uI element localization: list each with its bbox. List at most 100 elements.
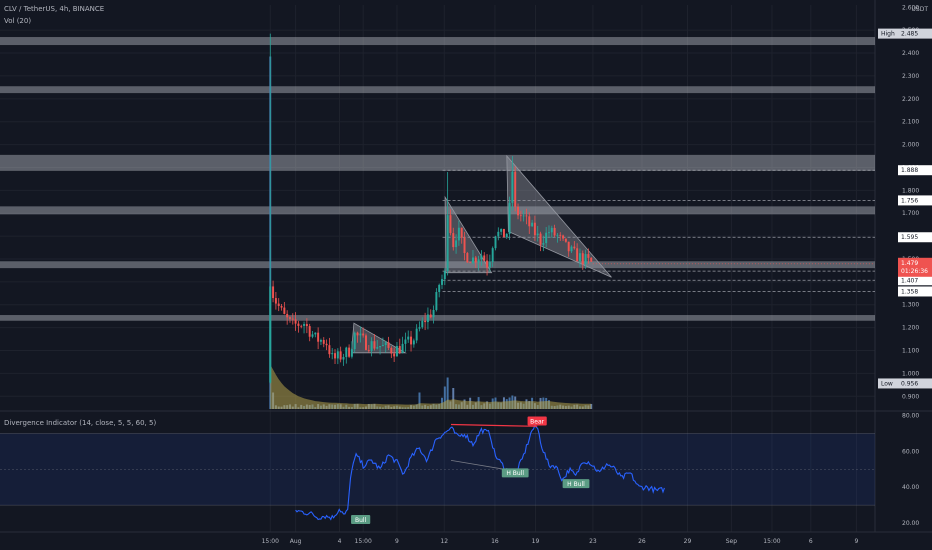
price-tick-label: 2.100	[902, 119, 919, 126]
candle-body	[424, 320, 427, 323]
bull-signal-label	[351, 514, 371, 524]
price-tick-label: 2.600	[902, 4, 919, 11]
indicator-tick-label: 60.00	[902, 448, 919, 455]
volume-legend[interactable]: Vol (20)	[4, 17, 31, 26]
candle-body	[528, 216, 531, 227]
candle-body	[415, 328, 418, 341]
time-tick-label: 19	[532, 538, 540, 545]
resistance-zone	[0, 37, 875, 46]
time-tick-label: 9	[395, 538, 399, 545]
indicator-tick-label: 40.00	[902, 484, 919, 491]
symbol-legend[interactable]: CLV / TetherUS, 4h, BINANCE	[4, 5, 104, 14]
candle-body	[471, 257, 474, 263]
divergence-indicator-line	[295, 424, 665, 521]
candle-body	[362, 333, 365, 336]
volume-bar	[452, 388, 455, 409]
volume-bar	[446, 377, 449, 409]
hbull-signal-text: H Bull	[567, 481, 585, 488]
level-value: 1.595	[901, 234, 918, 241]
level-value: 1.888	[901, 167, 918, 174]
candle-body	[421, 320, 424, 328]
level-value-bg	[898, 232, 932, 243]
divergence-indicator-pane[interactable]: Bull H Bull H Bull Bear	[0, 416, 875, 524]
candle-body	[480, 255, 483, 260]
triangle-pattern	[506, 154, 612, 278]
indicator-tick-label: 20.00	[902, 520, 919, 527]
time-tick-label: 15:00	[763, 538, 780, 545]
candle-body	[590, 257, 593, 262]
bear-signal-label	[527, 416, 547, 426]
candle-body	[500, 228, 503, 232]
candle-body	[446, 215, 449, 272]
candle-body	[429, 314, 432, 318]
candle-body	[556, 234, 559, 236]
candle-body	[350, 349, 353, 357]
axes: 2.6002.5002.4002.3002.2002.1002.0001.900…	[262, 4, 920, 545]
hbull-signal-label	[501, 468, 529, 478]
candle-body	[578, 253, 581, 262]
indicator-tick-label: 80.00	[902, 413, 919, 420]
candle-body	[533, 222, 536, 236]
high-value: 2.485	[901, 31, 918, 38]
candle-body	[325, 343, 328, 346]
price-tick-label: 1.300	[902, 302, 919, 309]
candle-body	[457, 227, 460, 241]
candle-body	[356, 332, 359, 336]
candle-body	[559, 234, 562, 236]
resistance-zone	[0, 206, 875, 215]
level-value-bg	[898, 286, 932, 297]
level-value: 1.756	[901, 197, 918, 204]
resistance-zone	[0, 86, 875, 94]
candle-body	[381, 345, 384, 347]
symbol-title[interactable]: CLV / TetherUS, 4h, BINANCE	[4, 5, 105, 13]
candle-body	[288, 317, 291, 319]
candle-body	[294, 319, 297, 324]
price-tick-label: 1.800	[902, 187, 919, 194]
candle-body	[488, 262, 491, 268]
candle-body	[317, 332, 320, 342]
candle-body	[331, 353, 334, 355]
candle-body	[359, 333, 362, 336]
time-tick-label: 15:00	[355, 538, 372, 545]
level-value: 1.358	[901, 288, 918, 295]
candlesticks[interactable]	[269, 33, 593, 384]
candle-body	[460, 227, 463, 238]
price-tags: High2.485Low0.9561.8881.7561.5951.4471.4…	[592, 28, 932, 389]
candle-body	[573, 246, 576, 249]
indicator-legend[interactable]: Divergence Indicator (14, close, 5, 5, 6…	[4, 419, 156, 428]
time-tick-label: Sep	[726, 538, 738, 545]
candle-body	[511, 171, 514, 203]
candle-body	[342, 357, 345, 360]
time-tick-label: 23	[589, 538, 597, 545]
candle-body	[522, 215, 525, 217]
candle-body	[443, 271, 446, 280]
candle-body	[376, 347, 379, 349]
candle-body	[274, 298, 277, 304]
candle-body	[486, 260, 489, 268]
candle-body	[550, 227, 553, 233]
time-tick-label: 9	[855, 538, 859, 545]
candle-body	[474, 257, 477, 263]
candle-body	[286, 313, 289, 318]
candle-body	[311, 334, 314, 337]
resistance-zone	[0, 261, 875, 269]
candle-body	[297, 323, 300, 326]
indicator-label[interactable]: Divergence Indicator (14, close, 5, 5, 6…	[4, 419, 157, 427]
current-price-bg	[898, 257, 932, 277]
low-value-bg	[898, 378, 932, 389]
candle-body	[466, 253, 469, 263]
candle-body	[384, 342, 387, 346]
candle-body	[319, 340, 322, 342]
candle-body	[393, 353, 396, 357]
candle-body	[553, 227, 556, 236]
candle-body	[303, 324, 306, 326]
candle-body	[567, 241, 570, 252]
price-tick-label: 1.000	[902, 370, 919, 377]
candle-body	[469, 262, 472, 264]
candle-body	[536, 233, 539, 236]
volume-label[interactable]: Vol (20)	[4, 17, 32, 25]
candle-body	[531, 222, 534, 227]
candle-body	[584, 254, 587, 265]
candle-body	[336, 351, 339, 359]
